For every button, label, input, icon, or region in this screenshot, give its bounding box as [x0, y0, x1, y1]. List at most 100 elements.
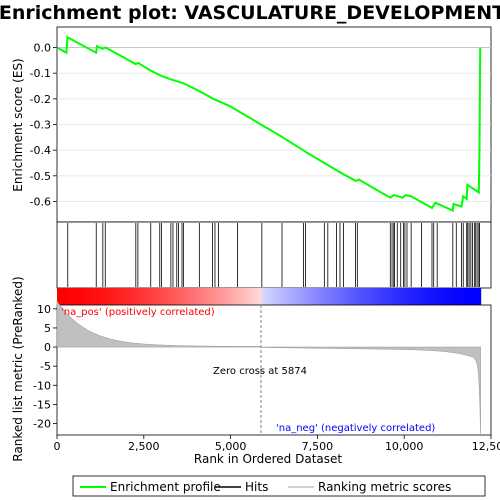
color-bar-segment: [201, 288, 206, 305]
enrichment-profile-line: [56, 35, 482, 212]
metric-y-axis-label: Ranked list metric (PreRanked): [11, 276, 25, 461]
color-bar-segment: [208, 288, 213, 305]
color-bar-segment: [117, 288, 122, 305]
color-bar-segment: [381, 288, 386, 305]
x-tick-label: 12,500: [472, 440, 500, 453]
color-bar-segment: [282, 288, 288, 305]
color-bar-segment: [78, 288, 83, 305]
color-bar-segment: [184, 288, 189, 305]
legend: Enrichment profile Hits Ranking metric sco…: [80, 480, 451, 494]
x-axis-label: Rank in Ordered Dataset: [194, 452, 342, 466]
metric-y-tick-label: -20: [33, 418, 51, 431]
color-bar-segment: [258, 288, 263, 305]
color-bar-segment: [424, 288, 429, 305]
color-bar-segment: [194, 288, 199, 305]
color-bar-segment: [420, 288, 425, 305]
legend-label: Hits: [245, 480, 268, 494]
zero-cross-annotation: Zero cross at 5874: [213, 366, 307, 377]
color-bar-segment: [332, 288, 337, 305]
color-bar-segment: [102, 288, 108, 305]
color-bar-segment: [385, 288, 390, 305]
x-tick-label: 7,500: [302, 440, 334, 453]
color-bar-segment: [469, 288, 475, 305]
metric-y-tick-label: 5: [44, 322, 51, 335]
color-bar-segment: [462, 288, 468, 305]
color-bar-segment: [261, 288, 266, 305]
color-bar-segment: [268, 288, 273, 305]
color-bar-segment: [187, 288, 192, 305]
color-bar-segment: [60, 288, 65, 305]
color-bar-segment: [357, 288, 362, 305]
color-bar-segment: [92, 288, 97, 305]
color-bar-segment: [286, 288, 291, 305]
color-bar-segment: [335, 288, 340, 305]
color-bar-segment: [237, 288, 242, 305]
color-bar-segment: [466, 288, 471, 305]
es-y-axis-label: Enrichment score (ES): [11, 58, 25, 191]
color-bar-segment: [64, 288, 69, 305]
color-bar-segment: [99, 288, 104, 305]
color-bar-segment: [378, 288, 383, 305]
color-bar-segment: [434, 288, 439, 305]
color-bar-segment: [166, 288, 171, 305]
es-y-tick-label: -0.5: [30, 170, 51, 183]
color-bar-segment: [413, 288, 418, 305]
color-bar-segment: [219, 288, 224, 305]
chart-title: Enrichment plot: VASCULATURE_DEVELOPMENT: [0, 2, 500, 24]
color-bar-segment: [325, 288, 330, 305]
color-bar-segment: [367, 288, 372, 305]
x-tick-label: 2,500: [128, 440, 160, 453]
color-bar-segment: [152, 288, 157, 305]
es-y-tick-label: 0.0: [34, 42, 52, 55]
color-bar-segment: [300, 288, 305, 305]
color-bar-segment: [229, 288, 235, 305]
color-bar-segment: [169, 288, 175, 305]
es-y-tick-label: -0.3: [30, 119, 51, 132]
color-bar-segment: [395, 288, 400, 305]
color-bar-segment: [81, 288, 86, 305]
color-bar-segment: [342, 288, 348, 305]
color-bar-segment: [180, 288, 185, 305]
color-bar-segment: [177, 288, 182, 305]
color-bar-segment: [265, 288, 270, 305]
color-bar-segment: [141, 288, 146, 305]
color-bar-segment: [452, 288, 457, 305]
es-y-tick-label: -0.2: [30, 93, 51, 106]
color-bar-segment: [272, 288, 277, 305]
positive-correlation-label: 'na_pos' (positively correlated): [61, 307, 215, 318]
es-y-tick-label: -0.1: [30, 67, 51, 80]
color-bar-segment: [364, 288, 369, 305]
color-bar-segment: [247, 288, 252, 305]
color-bar-segment: [138, 288, 143, 305]
color-bar-segment: [307, 288, 312, 305]
color-bar-segment: [473, 288, 478, 305]
color-bar-segment: [289, 288, 295, 305]
color-bar-segment: [191, 288, 196, 305]
color-bar-segment: [328, 288, 333, 305]
color-bar-segment: [349, 288, 355, 305]
x-tick-label: 0: [54, 440, 61, 453]
legend-label: Enrichment profile: [110, 480, 221, 494]
color-bar-segment: [431, 288, 436, 305]
color-bar-segment: [215, 288, 220, 305]
color-bar-segment: [198, 288, 203, 305]
color-bar-segment: [438, 288, 443, 305]
color-bar-segment: [314, 288, 319, 305]
hit-markers: [67, 223, 480, 287]
rank-color-bar: [57, 288, 482, 305]
color-bar-segment: [402, 288, 408, 305]
color-bar-segment: [240, 288, 245, 305]
color-bar-segment: [95, 288, 100, 305]
color-bar-segment: [159, 288, 164, 305]
color-bar-segment: [222, 288, 228, 305]
x-axis: 0 2,500 5,000 7,500 10,000 12,500: [54, 435, 500, 453]
metric-y-axis: 10 5 0 -5 -10 -15 -20: [33, 303, 57, 431]
color-bar-segment: [441, 288, 446, 305]
color-bar-segment: [360, 288, 365, 305]
color-bar-segment: [448, 288, 453, 305]
color-bar-segment: [374, 288, 379, 305]
color-bar-segment: [71, 288, 76, 305]
color-bar-segment: [251, 288, 256, 305]
metric-plot-area: [56, 304, 492, 436]
